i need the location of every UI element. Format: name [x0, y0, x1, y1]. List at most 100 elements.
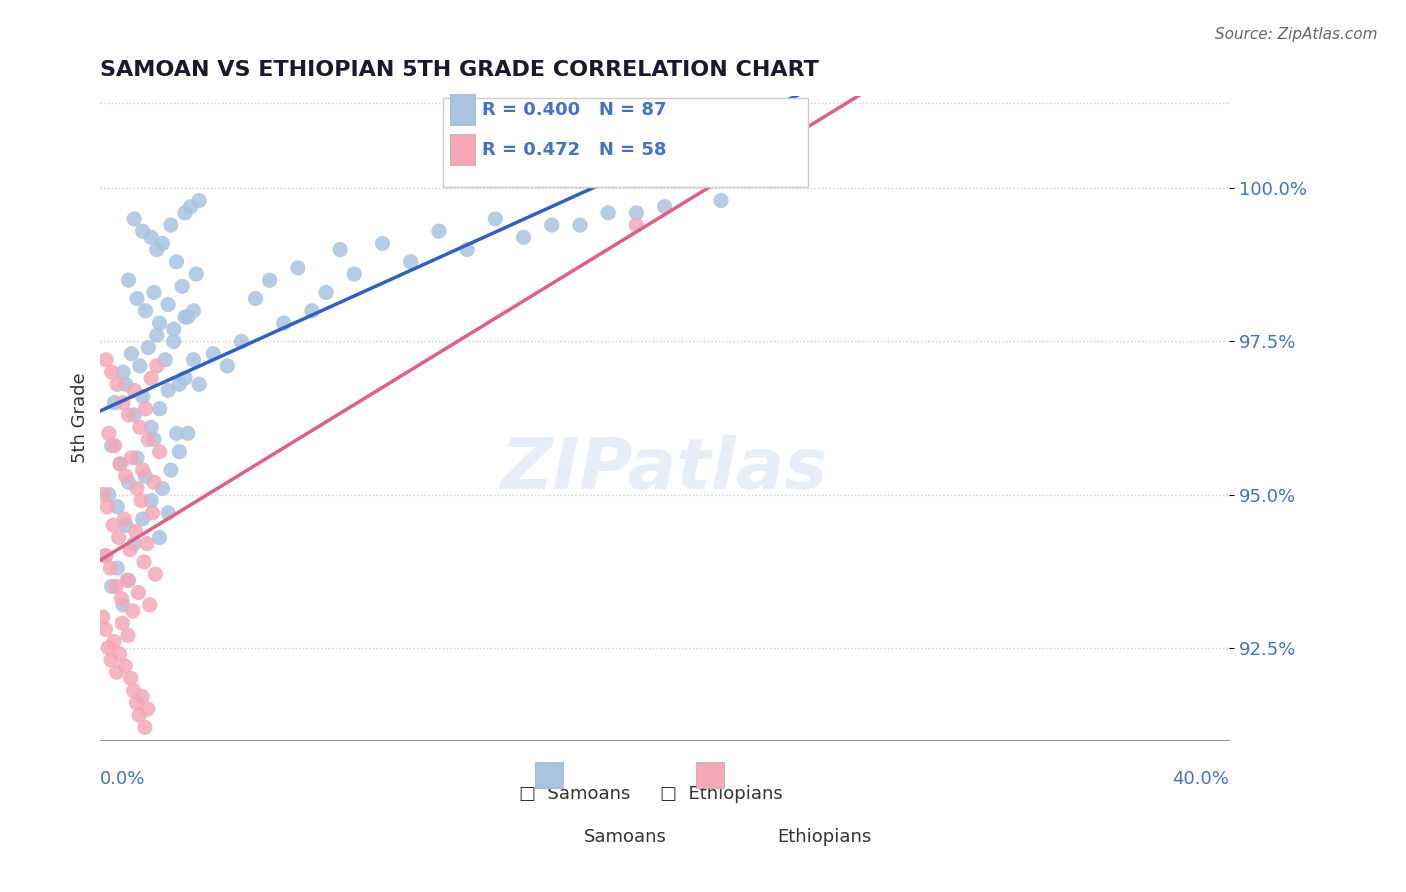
Point: [177, 426, 200, 441]
Point: [152, 482, 174, 496]
Point: [180, 200, 202, 214]
Point: [96, 500, 118, 514]
Point: [134, 401, 156, 416]
Point: [146, 243, 169, 257]
Point: [145, 567, 167, 582]
Point: [626, 218, 648, 232]
Y-axis label: 5th Grade: 5th Grade: [72, 373, 89, 463]
Point: [152, 236, 174, 251]
Point: [128, 359, 150, 373]
Point: [399, 255, 422, 269]
Point: [104, 579, 127, 593]
Point: [100, 365, 122, 379]
Point: [125, 696, 148, 710]
Point: [120, 671, 142, 685]
Text: Samoans: Samoans: [583, 828, 666, 846]
Point: [111, 365, 134, 379]
Point: [139, 230, 162, 244]
Point: [108, 457, 131, 471]
Point: [172, 279, 194, 293]
Point: [129, 493, 152, 508]
Point: [122, 408, 145, 422]
Point: [202, 347, 225, 361]
Point: [131, 390, 153, 404]
Point: [117, 574, 139, 588]
Text: R = 0.400   N = 87: R = 0.400 N = 87: [482, 101, 666, 119]
Point: [569, 218, 592, 232]
Point: [149, 444, 172, 458]
Point: [169, 444, 191, 458]
Point: [105, 665, 128, 680]
Point: [122, 211, 145, 226]
Point: [157, 298, 180, 312]
Point: [163, 322, 186, 336]
Point: [138, 598, 160, 612]
Point: [103, 634, 125, 648]
Point: [97, 426, 120, 441]
Text: 40.0%: 40.0%: [1173, 770, 1229, 789]
Point: [329, 243, 352, 257]
Point: [146, 328, 169, 343]
Point: [125, 292, 148, 306]
Point: [169, 377, 191, 392]
Point: [111, 598, 134, 612]
Point: [155, 352, 177, 367]
Point: [124, 524, 146, 539]
Point: [114, 469, 136, 483]
Point: [540, 218, 562, 232]
Point: [105, 561, 128, 575]
Point: [139, 493, 162, 508]
Text: SAMOAN VS ETHIOPIAN 5TH GRADE CORRELATION CHART: SAMOAN VS ETHIOPIAN 5TH GRADE CORRELATIO…: [100, 60, 820, 79]
Bar: [534, 762, 562, 788]
Point: [143, 433, 166, 447]
Point: [111, 395, 134, 409]
Point: [160, 218, 183, 232]
Point: [131, 224, 153, 238]
Point: [166, 255, 188, 269]
Point: [177, 310, 200, 324]
Text: □  Samoans: □ Samoans: [519, 785, 630, 803]
Point: [134, 720, 156, 734]
Point: [134, 303, 156, 318]
Point: [131, 463, 153, 477]
Point: [141, 506, 163, 520]
Point: [143, 285, 166, 300]
Point: [343, 267, 366, 281]
Point: [174, 371, 197, 385]
Point: [122, 384, 145, 398]
Point: [100, 439, 122, 453]
Point: [456, 243, 478, 257]
Point: [122, 536, 145, 550]
Point: [131, 690, 153, 704]
Point: [105, 500, 128, 514]
Point: [174, 310, 197, 324]
Point: [315, 285, 337, 300]
Point: [174, 206, 197, 220]
Point: [117, 273, 139, 287]
Point: [97, 640, 120, 655]
Point: [135, 536, 157, 550]
Point: [598, 206, 620, 220]
Point: [117, 628, 139, 642]
Point: [157, 384, 180, 398]
Point: [125, 482, 148, 496]
Point: [245, 292, 267, 306]
Point: [186, 267, 208, 281]
Point: [149, 401, 172, 416]
Point: [110, 591, 132, 606]
Point: [166, 426, 188, 441]
Point: [149, 531, 172, 545]
Point: [94, 549, 117, 563]
Point: [139, 371, 162, 385]
Point: [160, 463, 183, 477]
Point: [371, 236, 394, 251]
Point: [136, 433, 159, 447]
Point: [103, 439, 125, 453]
Point: [134, 469, 156, 483]
Text: R = 0.472   N = 58: R = 0.472 N = 58: [482, 141, 666, 159]
Point: [101, 518, 124, 533]
Bar: [696, 762, 724, 788]
Point: [626, 206, 648, 220]
Point: [143, 475, 166, 490]
Point: [128, 420, 150, 434]
